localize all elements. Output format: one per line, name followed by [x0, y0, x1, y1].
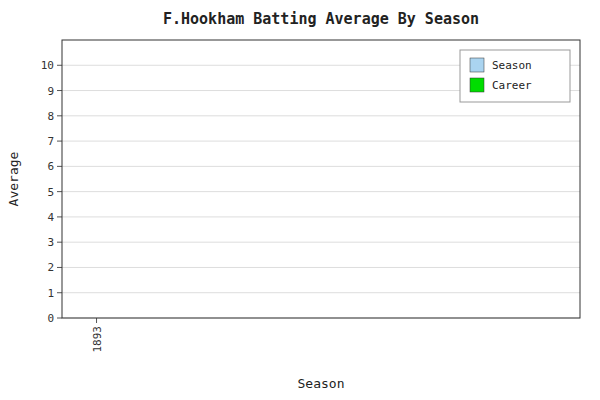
grid-line — [62, 267, 580, 268]
x-axis-label: Season — [298, 376, 345, 391]
y-tick-label: 6 — [47, 160, 54, 173]
y-tick — [57, 242, 62, 243]
y-axis-label: Average — [6, 151, 21, 206]
grid-line — [62, 115, 580, 116]
grid-line — [62, 191, 580, 192]
legend-swatch — [470, 58, 484, 72]
y-tick-label: 7 — [47, 135, 54, 148]
y-tick-label: 10 — [41, 59, 54, 72]
grid-line — [62, 242, 580, 243]
legend-swatch — [470, 78, 484, 92]
y-tick-label: 5 — [47, 186, 54, 199]
legend-label: Season — [492, 59, 532, 72]
y-tick-label: 9 — [47, 85, 54, 98]
y-tick-label: 2 — [47, 261, 54, 274]
legend: Season Career — [460, 50, 570, 102]
y-tick — [57, 65, 62, 66]
grid-line — [62, 292, 580, 293]
y-tick-label: 1 — [47, 287, 54, 300]
y-tick-label: 0 — [47, 312, 54, 325]
grid-line — [62, 216, 580, 217]
y-tick — [57, 90, 62, 91]
y-tick — [57, 166, 62, 167]
y-tick — [57, 267, 62, 268]
y-tick-label: 4 — [47, 211, 54, 224]
y-tick — [57, 191, 62, 192]
x-axis: 1893 — [91, 318, 104, 353]
y-tick — [57, 141, 62, 142]
plot-background — [62, 40, 580, 318]
chart: 0 1 2 3 4 5 6 7 8 9 10 1893 F.Hookham Batting Averag… — [0, 0, 600, 400]
title: F.Hookham Batting Average By Season — [163, 10, 479, 28]
grid-line — [62, 141, 580, 142]
y-tick-label: 3 — [47, 236, 54, 249]
grid-line — [62, 166, 580, 167]
y-tick — [57, 216, 62, 217]
chart-container: 0 1 2 3 4 5 6 7 8 9 10 1893 F.Hookham Batting Averag… — [0, 0, 600, 400]
y-tick — [57, 115, 62, 116]
legend-label: Career — [492, 79, 532, 92]
y-tick — [57, 318, 62, 319]
y-tick-label: 8 — [47, 110, 54, 123]
x-tick-label: 1893 — [91, 326, 104, 353]
plot-frame — [62, 40, 580, 318]
x-tick — [96, 318, 97, 323]
y-tick — [57, 292, 62, 293]
legend-box — [460, 50, 570, 102]
